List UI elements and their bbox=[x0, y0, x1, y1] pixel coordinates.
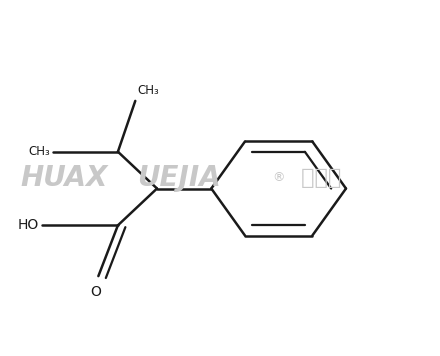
Text: UEJIA: UEJIA bbox=[137, 164, 221, 192]
Text: CH₃: CH₃ bbox=[137, 84, 159, 97]
Text: HUAX: HUAX bbox=[20, 164, 107, 192]
Text: HO: HO bbox=[17, 218, 38, 232]
Text: O: O bbox=[91, 285, 102, 299]
Text: CH₃: CH₃ bbox=[29, 145, 51, 158]
Text: 化学加: 化学加 bbox=[294, 168, 341, 188]
Text: ®: ® bbox=[272, 172, 285, 184]
